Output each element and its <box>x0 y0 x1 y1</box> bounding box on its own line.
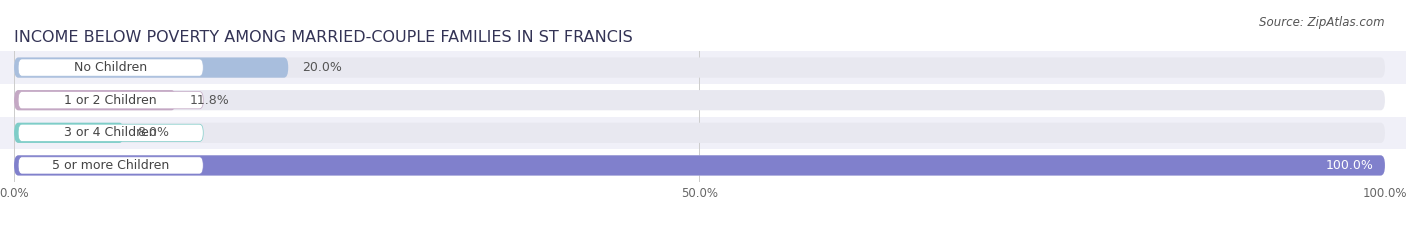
FancyBboxPatch shape <box>14 90 176 110</box>
FancyBboxPatch shape <box>18 92 204 109</box>
Text: 5 or more Children: 5 or more Children <box>52 159 169 172</box>
Text: No Children: No Children <box>75 61 148 74</box>
Text: Source: ZipAtlas.com: Source: ZipAtlas.com <box>1260 16 1385 29</box>
FancyBboxPatch shape <box>18 157 204 174</box>
FancyBboxPatch shape <box>18 124 204 141</box>
FancyBboxPatch shape <box>0 116 1406 149</box>
FancyBboxPatch shape <box>14 90 1385 110</box>
Text: 20.0%: 20.0% <box>302 61 342 74</box>
FancyBboxPatch shape <box>14 58 1385 78</box>
FancyBboxPatch shape <box>0 51 1406 84</box>
Text: 1 or 2 Children: 1 or 2 Children <box>65 94 157 107</box>
FancyBboxPatch shape <box>14 58 288 78</box>
Text: 3 or 4 Children: 3 or 4 Children <box>65 126 157 139</box>
FancyBboxPatch shape <box>14 123 1385 143</box>
Text: 8.0%: 8.0% <box>138 126 170 139</box>
Text: 100.0%: 100.0% <box>1326 159 1374 172</box>
FancyBboxPatch shape <box>14 155 1385 175</box>
FancyBboxPatch shape <box>18 59 204 76</box>
Text: 11.8%: 11.8% <box>190 94 229 107</box>
FancyBboxPatch shape <box>0 84 1406 116</box>
FancyBboxPatch shape <box>14 123 124 143</box>
Text: INCOME BELOW POVERTY AMONG MARRIED-COUPLE FAMILIES IN ST FRANCIS: INCOME BELOW POVERTY AMONG MARRIED-COUPL… <box>14 30 633 45</box>
FancyBboxPatch shape <box>0 149 1406 182</box>
FancyBboxPatch shape <box>14 155 1385 175</box>
